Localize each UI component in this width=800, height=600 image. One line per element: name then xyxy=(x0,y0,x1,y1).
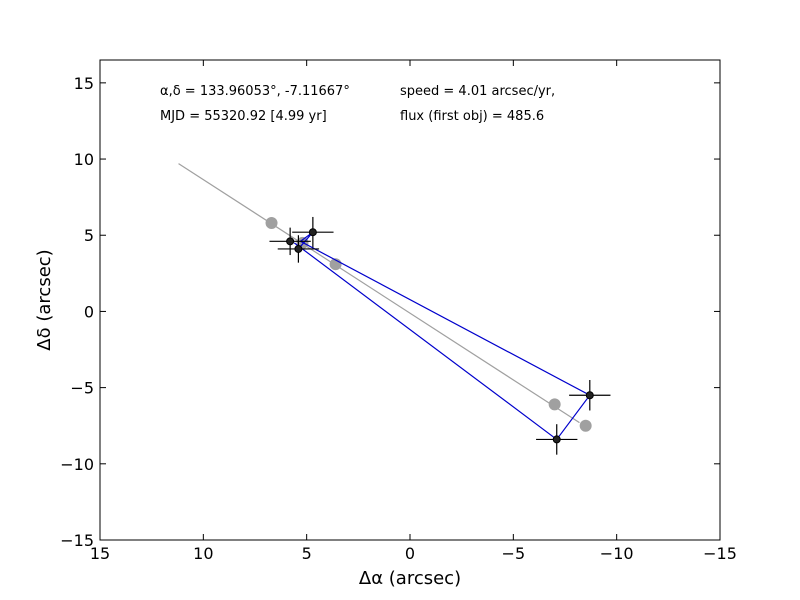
annotation-flux: flux (first obj) = 485.6 xyxy=(400,109,544,124)
y-tick-label: −10 xyxy=(60,455,94,474)
x-tick-label: 10 xyxy=(193,544,213,563)
model-point xyxy=(579,419,592,432)
x-tick-label: −15 xyxy=(703,544,737,563)
annotation-speed: speed = 4.01 arcsec/yr, xyxy=(400,84,555,99)
x-tick-label: 5 xyxy=(302,544,312,563)
model-point xyxy=(265,217,278,230)
x-tick-label: 0 xyxy=(405,544,415,563)
model-point xyxy=(548,398,561,411)
observation-point xyxy=(552,435,561,444)
annotation-coords: α,δ = 133.96053°, -7.11667° xyxy=(160,84,350,99)
x-tick-label: −10 xyxy=(600,544,634,563)
y-tick-label: 5 xyxy=(84,226,94,245)
x-tick-label: 15 xyxy=(90,544,110,563)
plot-frame xyxy=(99,59,721,541)
x-axis-label: Δα (arcsec) xyxy=(359,568,461,589)
observation-point xyxy=(286,237,295,246)
y-tick-label: −15 xyxy=(60,531,94,550)
model-track-line xyxy=(178,163,580,424)
y-axis-label: Δδ (arcsec) xyxy=(34,249,55,350)
x-tick-label: −5 xyxy=(502,544,526,563)
observation-point xyxy=(585,391,594,400)
y-tick-label: 15 xyxy=(74,74,94,93)
y-tick-label: 10 xyxy=(74,150,94,169)
observation-point xyxy=(294,244,303,253)
y-tick-label: 0 xyxy=(84,302,94,321)
annotation-mjd: MJD = 55320.92 [4.99 yr] xyxy=(160,109,327,124)
observation-point xyxy=(308,228,317,237)
y-tick-label: −5 xyxy=(70,379,94,398)
